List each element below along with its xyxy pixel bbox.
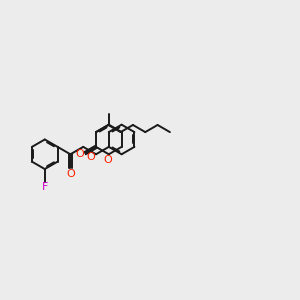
Text: O: O <box>76 149 85 159</box>
Text: O: O <box>66 169 75 178</box>
Text: F: F <box>42 182 48 192</box>
Text: O: O <box>104 155 112 165</box>
Text: O: O <box>87 152 95 161</box>
